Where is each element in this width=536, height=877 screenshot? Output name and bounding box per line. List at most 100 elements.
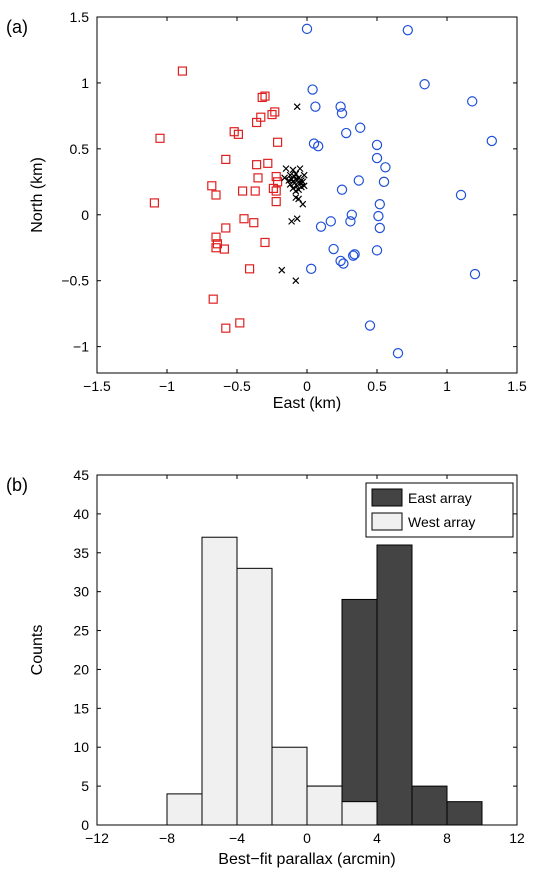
data-point-square <box>211 232 221 242</box>
bar-west-array <box>306 785 343 826</box>
data-point-cross <box>292 187 300 195</box>
data-point-circle <box>341 127 352 139</box>
data-point-circle <box>374 222 385 234</box>
data-point-circle <box>486 135 497 147</box>
y-tick-label-b: 0 <box>81 817 89 833</box>
data-point-cross <box>299 200 307 208</box>
data-point-cross <box>281 174 289 182</box>
data-point-square <box>252 160 262 170</box>
data-point-cross <box>288 217 296 225</box>
data-point-cross <box>295 195 303 203</box>
data-point-square <box>257 92 267 103</box>
data-point-square <box>252 117 262 128</box>
data-point-square <box>270 107 280 117</box>
bar-east-array <box>411 785 448 826</box>
data-point-circle <box>378 176 390 188</box>
y-tick-label-a: 1 <box>81 75 89 91</box>
x-axis-label-b: Best−fit parallax (arcmin) <box>218 851 395 868</box>
data-point-cross <box>278 266 286 274</box>
legend-label-west: West array <box>408 514 475 530</box>
y-tick-label-b: 35 <box>73 545 89 561</box>
y-tick-label-a: 1.5 <box>70 9 90 25</box>
data-point-cross <box>289 166 297 174</box>
x-tick-label-a: 1.5 <box>507 378 527 394</box>
data-point-square <box>253 173 263 183</box>
bar-west-array <box>166 793 203 826</box>
data-point-square <box>260 237 270 248</box>
data-point-circle <box>373 210 384 222</box>
y-tick-label-b: 10 <box>73 739 89 755</box>
x-axis-b: −12 −8 −4 0 4 8 12 <box>85 475 525 846</box>
data-point-circle <box>355 122 366 133</box>
data-point-square <box>267 109 277 120</box>
legend: East array West array <box>365 482 514 538</box>
data-point-circle <box>307 84 318 95</box>
legend-swatch-west <box>371 512 403 531</box>
data-point-square <box>208 294 218 304</box>
y-axis-label-a: North (km) <box>29 157 46 233</box>
data-point-circle <box>353 175 364 186</box>
y-axis-b: 0 5 10 15 20 25 30 35 40 45 <box>73 467 517 833</box>
x-tick-label-a: 0 <box>303 378 311 394</box>
data-point-cross <box>296 165 304 173</box>
data-point-square <box>239 214 249 224</box>
data-point-circle <box>455 189 467 201</box>
x-tick-label-b: 8 <box>443 830 451 846</box>
data-point-circle <box>328 243 339 255</box>
histogram-panel: (b) −12 −8 −4 0 4 8 12 0 5 10 15 20 25 30 35 40 45 Best… <box>6 467 525 868</box>
panel-label-a: (a) <box>6 17 28 37</box>
y-axis-label-b: Counts <box>29 625 46 676</box>
x-tick-label-b: −8 <box>159 830 175 846</box>
histogram-bars <box>166 536 483 826</box>
data-point-circle <box>348 250 359 261</box>
y-tick-label-b: 25 <box>73 623 89 639</box>
x-tick-label-b: 4 <box>373 830 381 846</box>
y-tick-label-b: 15 <box>73 700 89 716</box>
data-point-cross <box>300 171 308 179</box>
panel-label-b: (b) <box>6 475 28 495</box>
data-point-circle <box>345 216 356 227</box>
data-point-square <box>221 323 231 333</box>
bar-west-array <box>201 536 238 826</box>
data-point-circle <box>467 96 478 107</box>
data-point-circle <box>310 101 321 112</box>
data-point-square <box>233 129 243 139</box>
data-point-square <box>268 183 278 194</box>
data-point-square <box>263 158 273 168</box>
data-point-cross <box>282 165 290 173</box>
x-tick-label-b: 12 <box>509 830 525 846</box>
data-point-cross <box>288 175 296 183</box>
data-point-square <box>221 223 231 233</box>
data-point-circle <box>374 199 385 210</box>
data-point-square <box>155 133 165 143</box>
x-tick-label-a: 1 <box>443 378 451 394</box>
data-point-cross <box>286 171 294 179</box>
data-point-circle <box>335 255 346 267</box>
data-point-square <box>260 91 270 101</box>
data-point-circle <box>315 221 327 232</box>
data-point-square <box>177 66 187 76</box>
y-axis-a: −1 −0.5 0 0.5 1 1.5 <box>61 9 517 355</box>
x-tick-label-b: −12 <box>85 830 109 846</box>
data-point-circle <box>313 141 324 152</box>
data-point-circle <box>371 152 383 164</box>
scatter-panel: (a) −1.5 −1 −0.5 0 0.5 1 1.5 −1 −0.5 0 0.5 1 1.5 Ea… <box>6 9 527 412</box>
bar-east-array <box>376 544 413 826</box>
data-point-cross <box>300 182 308 190</box>
data-point-cross <box>292 277 300 285</box>
data-point-cross <box>293 182 301 190</box>
bar-west-array <box>236 567 273 826</box>
bar-east-array <box>341 598 378 826</box>
data-point-cross <box>293 103 301 111</box>
x-tick-label-a: 0.5 <box>367 378 387 394</box>
x-axis-a: −1.5 −1 −0.5 0 0.5 1 1.5 <box>83 17 527 394</box>
plot-frame-a <box>96 16 518 374</box>
data-point-square <box>221 154 231 164</box>
data-point-circle <box>402 24 413 36</box>
data-point-circle <box>336 184 348 195</box>
y-tick-label-a: −1 <box>73 339 89 355</box>
data-point-circle <box>346 209 357 220</box>
data-point-circle <box>325 216 336 227</box>
data-point-circle <box>371 139 383 151</box>
